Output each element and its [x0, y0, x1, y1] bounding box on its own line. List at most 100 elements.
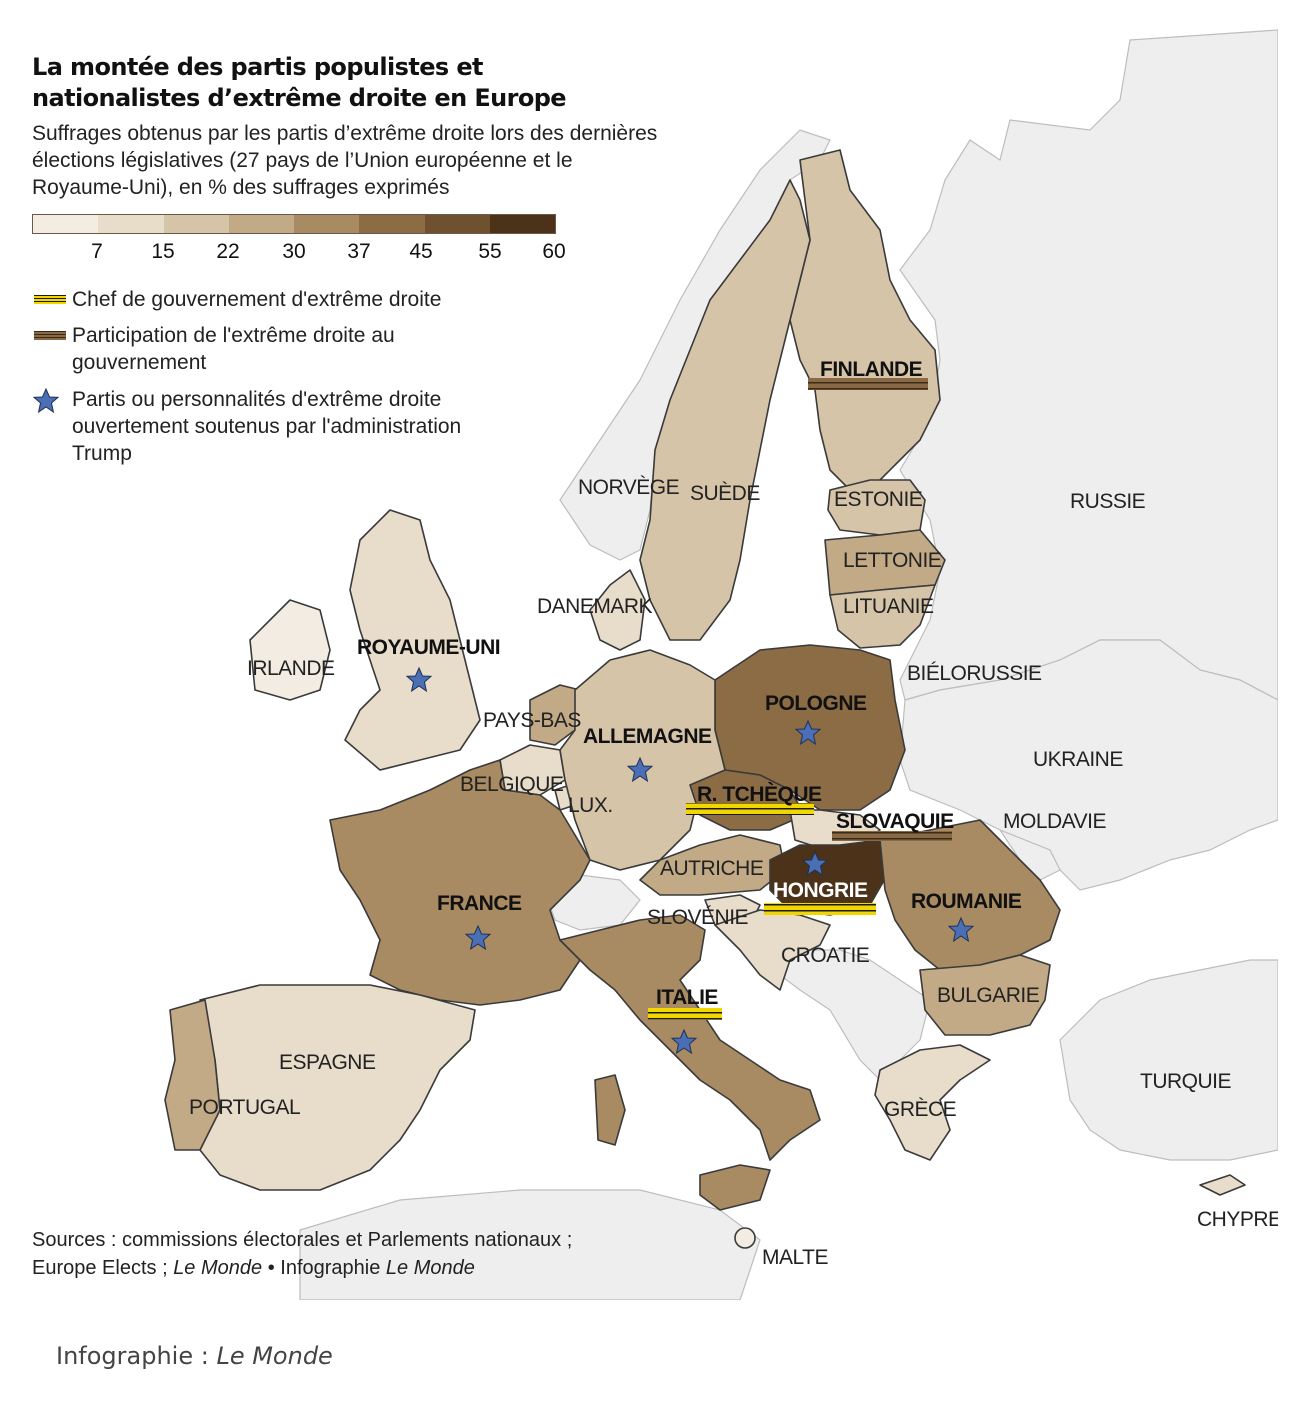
label-belgique: BELGIQUE: [460, 773, 564, 796]
star-hongrie: [801, 850, 829, 877]
scale-cell: [294, 215, 360, 233]
scale-tick: 60: [542, 240, 566, 263]
scale-cell: [228, 215, 294, 233]
sources-le-monde: Le Monde: [173, 1257, 263, 1279]
label-italie: ITALIE: [656, 986, 718, 1009]
label-allemagne: ALLEMAGNE: [583, 725, 712, 748]
label-grece: GRÈCE: [884, 1098, 957, 1121]
label-estonie: ESTONIE: [834, 488, 923, 511]
legend-label: Partis ou personnalités d'extrême droite…: [72, 388, 462, 465]
map-title: La montée des partis populistes et natio…: [32, 53, 567, 112]
label-bulgarie: BULGARIE: [937, 984, 1040, 1007]
legend-label: Participation de l'extrême droite au gou…: [72, 324, 395, 374]
star-pologne: [794, 719, 822, 746]
label-lituanie: LITUANIE: [843, 595, 934, 618]
scale-cell: [163, 215, 229, 233]
scale-tick: 55: [478, 240, 502, 263]
star-france: [464, 924, 492, 951]
label-turquie: TURQUIE: [1140, 1070, 1231, 1093]
land-moldova: [998, 828, 1061, 881]
label-autriche: AUTRICHE: [660, 857, 764, 880]
star-allemagne: [626, 756, 654, 783]
land-turkey: [1059, 959, 1278, 1161]
scale-tick: 37: [347, 240, 371, 263]
brown-stripe-icon: [34, 331, 66, 340]
scale-cell: [489, 215, 555, 233]
scale-cell: [359, 215, 425, 233]
shape-italie: [559, 914, 821, 1161]
star-icon: [32, 388, 60, 414]
shape-allemagne: [559, 649, 726, 871]
label-norvege: NORVÈGE: [578, 476, 680, 499]
sources-line1: Sources : commissions électorales et Par…: [32, 1229, 573, 1251]
credit-prefix: Infographie :: [56, 1342, 217, 1370]
label-slovenie: SLOVÉNIE: [647, 906, 749, 929]
star-roumanie: [947, 916, 975, 943]
label-croatie: CROATIE: [781, 944, 870, 967]
label-finlande: FINLANDE: [820, 358, 923, 381]
sources-line2a: Europe Elects ;: [32, 1257, 174, 1279]
color-scale: 7 15 22 30 37 45 55 60: [32, 214, 566, 263]
trump-stars: [405, 666, 975, 1055]
yellow-stripe-icon: [34, 295, 66, 304]
label-suede: SUÈDE: [690, 482, 760, 505]
label-r-tcheque: R. TCHÈQUE: [697, 783, 822, 806]
shape-suede: [639, 179, 811, 641]
label-lux: LUX.: [568, 794, 613, 817]
stripe-r-tcheque: [686, 803, 814, 815]
shape-roumanie: [879, 819, 1061, 971]
scale-cell: [424, 215, 490, 233]
sources-line2c: • Infographie: [262, 1257, 386, 1279]
scale-tick: 22: [216, 240, 240, 263]
land-belarus-ukraine: [899, 639, 1278, 891]
shape-malte: [734, 1227, 756, 1249]
sources: Sources : commissions électorales et Par…: [32, 1226, 672, 1282]
shape-grece: [874, 1044, 991, 1161]
scale-bar: [32, 214, 556, 234]
shape-hongrie: [769, 839, 891, 916]
land-balkans: [758, 949, 931, 1081]
label-bielorussie: BIÉLORUSSIE: [907, 662, 1042, 685]
shape-irlande: [249, 599, 331, 701]
star-royaume-uni: [405, 666, 433, 693]
stripe-hongrie: [764, 903, 876, 915]
stripe-italie: [648, 1008, 722, 1020]
shape-sicile: [699, 1164, 771, 1211]
label-portugal: PORTUGAL: [189, 1096, 300, 1119]
scale-cell: [33, 215, 99, 233]
credit: Infographie : Le Monde: [56, 1342, 333, 1370]
shape-sardaigne: [594, 1074, 626, 1146]
europe-map: FINLANDE NORVÈGE SUÈDE ESTONIE RUSSIE LE…: [164, 29, 1278, 1300]
government-stripes: [648, 378, 952, 1020]
credit-name: Le Monde: [216, 1342, 333, 1370]
scale-cell: [98, 215, 164, 233]
shape-bulgarie: [919, 954, 1051, 1036]
shape-royaume-uni: [344, 509, 481, 771]
star-italie: [670, 1028, 698, 1055]
scale-tick: 30: [282, 240, 306, 263]
land-russia-east: [899, 29, 1278, 701]
label-danemark: DANEMARK: [537, 595, 653, 618]
shape-lituanie: [829, 584, 936, 649]
label-moldavie: MOLDAVIE: [1003, 810, 1106, 833]
scale-tick: 45: [409, 240, 433, 263]
sources-le-monde-2: Le Monde: [385, 1257, 475, 1279]
shape-finlande: [789, 149, 941, 491]
shape-espagne: [199, 984, 476, 1191]
legend-label: Chef de gouvernement d'extrême droite: [72, 288, 442, 311]
label-irlande: IRLANDE: [247, 657, 335, 680]
label-pays-bas: PAYS-BAS: [483, 709, 581, 732]
label-royaume-uni: ROYAUME-UNI: [357, 636, 500, 659]
shape-portugal: [164, 999, 221, 1151]
stripe-finlande: [808, 378, 928, 390]
stripe-slovaquie: [832, 831, 952, 841]
map-subtitle: Suffrages obtenus par les partis d’extrê…: [32, 122, 658, 199]
label-hongrie: HONGRIE: [773, 879, 868, 902]
scale-tick: 7: [91, 240, 103, 263]
non-eu-land: [299, 29, 1278, 1300]
label-roumanie: ROUMANIE: [911, 890, 1022, 913]
label-espagne: ESPAGNE: [279, 1051, 376, 1074]
label-slovaquie: SLOVAQUIE: [836, 810, 954, 833]
shape-france: [329, 759, 591, 1006]
scale-tick: 15: [151, 240, 175, 263]
